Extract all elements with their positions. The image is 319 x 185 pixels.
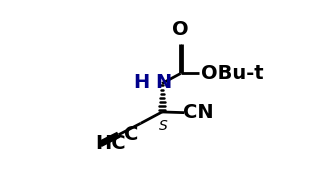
Text: CN: CN	[183, 103, 214, 122]
Text: S: S	[159, 119, 168, 133]
Text: N: N	[155, 73, 172, 92]
Text: HC: HC	[95, 134, 126, 153]
Text: OBu-t: OBu-t	[201, 64, 263, 83]
Text: C: C	[123, 125, 138, 144]
Text: H: H	[133, 73, 149, 92]
Text: O: O	[172, 20, 189, 39]
